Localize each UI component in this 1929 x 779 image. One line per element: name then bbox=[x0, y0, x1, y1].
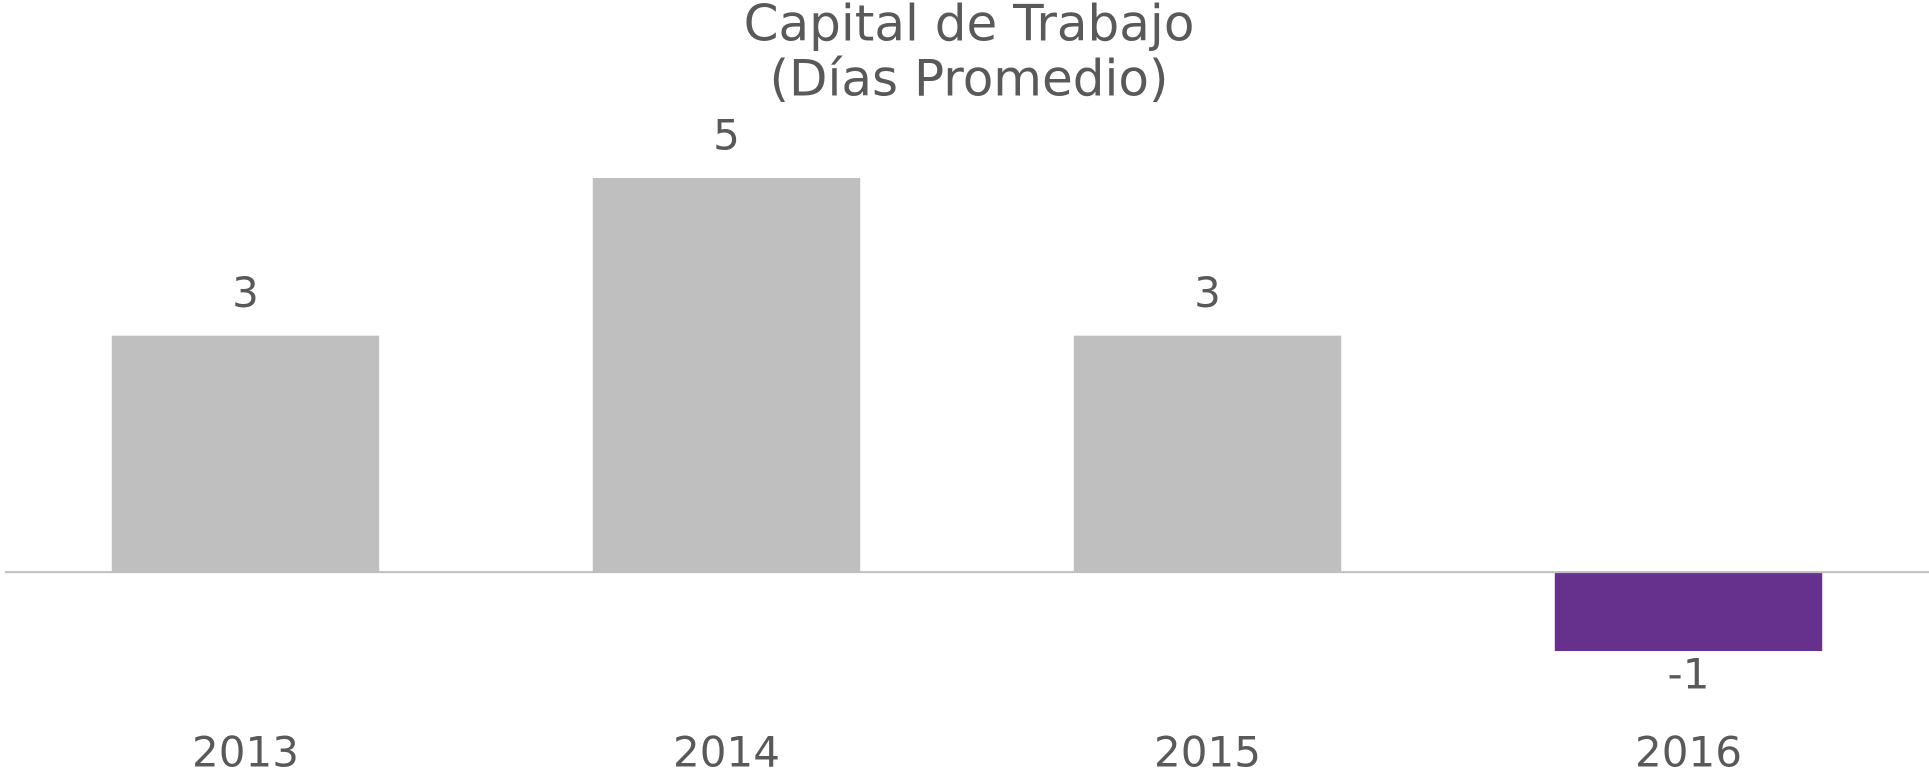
bar bbox=[1554, 572, 1823, 651]
data-label: -1 bbox=[1668, 650, 1710, 699]
bar bbox=[1073, 335, 1342, 573]
data-label: 5 bbox=[713, 111, 740, 160]
chart-subtitle: (Días Promedio) bbox=[770, 50, 1169, 108]
bar bbox=[111, 335, 380, 573]
data-label: 3 bbox=[1194, 268, 1221, 317]
data-label: 3 bbox=[232, 268, 259, 317]
x-tick-label: 2014 bbox=[673, 728, 780, 777]
x-tick-label: 2015 bbox=[1154, 728, 1261, 777]
bar bbox=[592, 178, 861, 573]
x-tick-label: 2013 bbox=[192, 728, 299, 777]
x-tick-label: 2016 bbox=[1635, 728, 1742, 777]
chart-title: Capital de Trabajo bbox=[744, 0, 1195, 53]
